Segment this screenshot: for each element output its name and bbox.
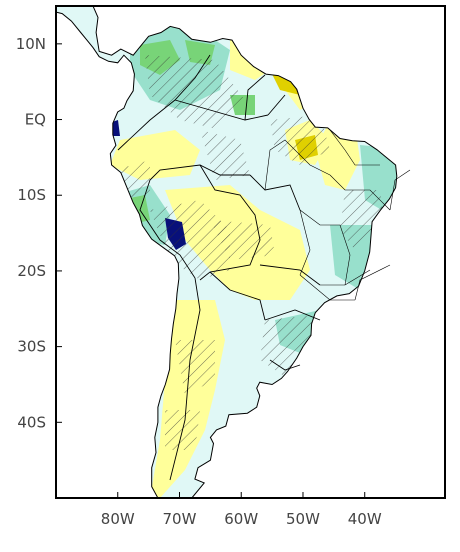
state-borders [264,129,411,301]
y-tick-label: EQ [25,111,46,129]
y-axis: 10N EQ 10S 20S 30S 40S [16,35,62,431]
coastline [56,6,398,498]
national-borders [117,54,321,481]
x-tick-label: 80W [101,510,135,528]
x-tick-label: 70W [163,510,197,528]
y-tick-label: 10S [17,186,46,204]
y-tick-label: 20S [17,262,46,280]
x-tick-label: 40W [348,510,382,528]
x-axis: 80W 70W 60W 50W 40W [101,492,382,528]
x-tick-label: 50W [286,510,320,528]
anomaly-navy-region [112,120,120,136]
y-tick-label: 40S [17,413,46,431]
y-tick-label: 30S [17,338,46,356]
x-tick-label: 60W [224,510,258,528]
map-frame [55,5,446,499]
y-tick-label: 10N [16,35,46,53]
